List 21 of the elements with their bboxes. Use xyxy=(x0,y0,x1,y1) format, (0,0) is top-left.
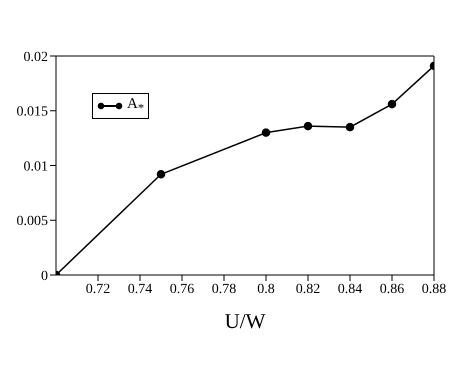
x-tick-label: 0.86 xyxy=(380,282,404,297)
x-tick-label: 0.76 xyxy=(170,282,194,297)
y-tick-label: 0 xyxy=(41,268,48,284)
y-tick-label: 0.015 xyxy=(16,104,48,120)
x-tick-label: 0.78 xyxy=(212,282,236,297)
y-tick-label: 0.01 xyxy=(24,159,48,174)
point xyxy=(304,122,312,130)
x-tick-label: 0.84 xyxy=(338,282,362,297)
x-tick-label: 0.74 xyxy=(128,282,152,297)
point xyxy=(156,170,166,179)
x-tick-label: 0.72 xyxy=(86,282,110,297)
legend-label: A$_{*}$ xyxy=(127,96,144,116)
x-tick-label: 0.88 xyxy=(422,282,446,297)
x-axis-title: U/W xyxy=(224,309,266,333)
y-tick-label: 0.005 xyxy=(16,214,48,230)
x-tick-label: 0.82 xyxy=(296,282,320,297)
y-tick-label: 0.02 xyxy=(24,50,48,65)
point xyxy=(346,122,354,132)
point xyxy=(262,128,270,137)
point xyxy=(388,100,396,108)
x-tick-label: 0.8 xyxy=(257,282,275,297)
